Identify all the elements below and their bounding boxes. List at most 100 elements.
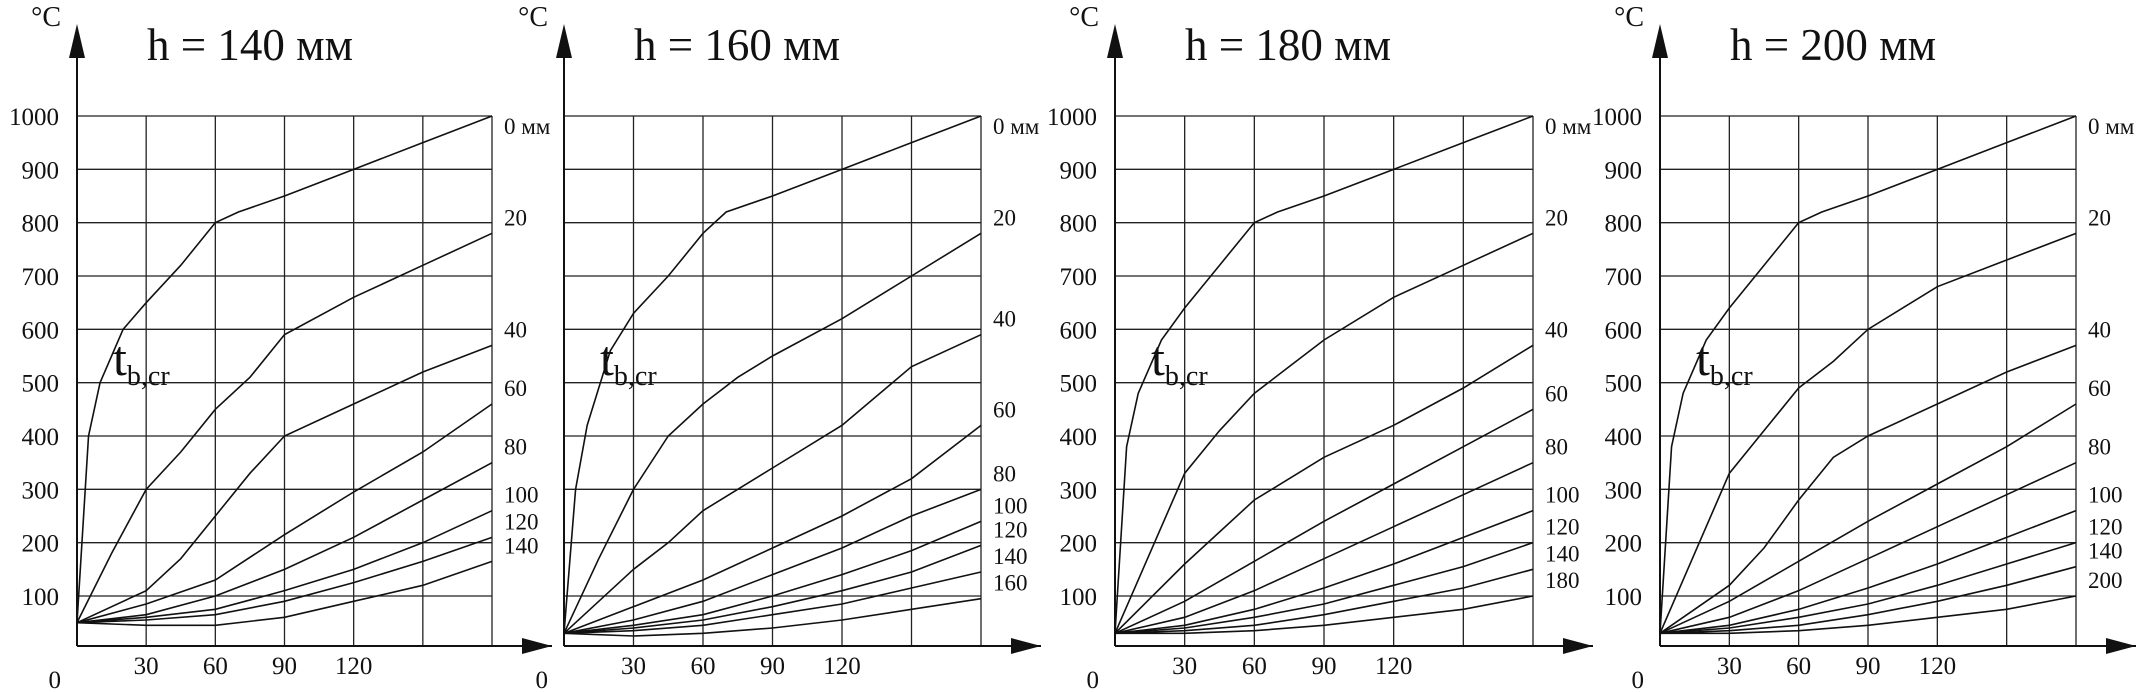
y-tick-label: 500 — [1605, 371, 1643, 398]
x-tick-label: 60 — [1242, 653, 1267, 680]
series-label: 0 мм — [504, 114, 551, 139]
series-label: 60 — [2088, 376, 2111, 401]
series-label: 140 — [993, 544, 1028, 569]
series-label: 140 — [2088, 539, 2123, 564]
series-label: 120 — [504, 509, 539, 534]
panel-title: h = 140 мм — [147, 20, 353, 70]
series-label: 100 — [1545, 483, 1580, 508]
y-unit-label: °C — [518, 2, 548, 33]
x-tick-label: 90 — [272, 653, 297, 680]
x-tick-label: 90 — [1312, 653, 1337, 680]
y-tick-label: 800 — [1060, 211, 1098, 238]
y-axis-arrow-icon — [1107, 24, 1123, 58]
y-tick-label: 1000 — [9, 104, 59, 131]
series-line-7 — [563, 544, 982, 635]
series-label: 0 мм — [993, 114, 1040, 139]
origin-label: 0 — [536, 667, 549, 692]
series-line-4 — [1114, 408, 1534, 635]
y-tick-label: 500 — [22, 371, 60, 398]
critical-temperature-label: tb,cr — [1696, 330, 1753, 392]
series-line-9 — [1660, 595, 2077, 635]
series-label: 20 — [993, 205, 1016, 230]
series-line-9 — [563, 597, 982, 637]
y-tick-label: 900 — [1605, 157, 1643, 184]
origin-label: 0 — [1632, 667, 1645, 692]
x-tick-label: 30 — [1172, 653, 1197, 680]
series-label: 40 — [504, 317, 527, 342]
series-line-8 — [76, 560, 493, 627]
series-line-8 — [1659, 565, 2077, 635]
chart-panel-3: °Ch = 180 мм1002003004005006007008009001… — [1047, 2, 1593, 692]
series-label: 100 — [504, 483, 539, 508]
series-label: 80 — [2088, 435, 2111, 460]
critical-temperature-label: tb,cr — [113, 330, 170, 392]
y-axis-arrow-icon — [556, 24, 572, 58]
origin-label: 0 — [49, 667, 62, 692]
series-label: 80 — [1545, 435, 1568, 460]
series-line-6 — [563, 520, 982, 635]
y-tick-label: 200 — [1060, 531, 1098, 558]
panel-title: h = 200 мм — [1730, 20, 1936, 70]
series-label: 160 — [993, 571, 1028, 596]
y-tick-label: 600 — [1060, 317, 1098, 344]
x-axis-arrow-icon — [522, 638, 552, 654]
series-line-5 — [1659, 461, 2077, 635]
y-tick-label: 100 — [1605, 584, 1643, 611]
y-tick-label: 700 — [22, 264, 60, 291]
series-label: 200 — [2088, 568, 2123, 593]
series-label: 120 — [993, 517, 1028, 542]
series-label: 40 — [993, 307, 1016, 332]
x-tick-label: 60 — [1786, 653, 1811, 680]
y-tick-label: 300 — [1605, 477, 1643, 504]
y-tick-label: 300 — [22, 477, 60, 504]
series-line-4 — [76, 403, 493, 624]
chart-panel-4: °Ch = 200 мм1002003004005006007008009001… — [1592, 2, 2136, 692]
chart-panel-2: °C h = 160 мм 30 60 90 120 0 tb,cr 0 мм 20 40 60 80 1… — [518, 2, 1041, 692]
x-tick-label: 30 — [621, 653, 646, 680]
series-line-5 — [1114, 461, 1534, 635]
series-line-2 — [1114, 232, 1534, 634]
series-label: 140 — [504, 533, 539, 558]
y-tick-label: 500 — [1060, 371, 1098, 398]
series-label: 120 — [2088, 515, 2123, 540]
y-tick-label: 700 — [1605, 264, 1643, 291]
y-tick-label: 1000 — [1592, 104, 1642, 131]
series-line-3 — [76, 344, 493, 624]
origin-label: 0 — [1087, 667, 1100, 692]
x-tick-label: 30 — [1717, 653, 1742, 680]
series-label: 140 — [1545, 541, 1580, 566]
x-tick-label: 120 — [1919, 653, 1957, 680]
series-label: 80 — [993, 461, 1016, 486]
series-line-9 — [1115, 595, 1534, 635]
critical-temperature-label: tb,cr — [1151, 330, 1208, 392]
series-label: 40 — [2088, 317, 2111, 342]
series-label: 120 — [1545, 515, 1580, 540]
y-tick-label: 400 — [22, 424, 60, 451]
x-tick-label: 60 — [691, 653, 716, 680]
series-line-8 — [563, 571, 982, 635]
y-unit-label: °C — [1614, 2, 1644, 33]
x-tick-label: 90 — [760, 653, 785, 680]
series-line-1 — [563, 115, 982, 634]
series-line-2 — [76, 232, 493, 624]
series-line-6 — [1659, 509, 2077, 635]
x-tick-label: 90 — [1856, 653, 1881, 680]
x-tick-label: 120 — [1375, 653, 1413, 680]
series-line-5 — [76, 461, 493, 624]
x-tick-label: 60 — [203, 653, 228, 680]
series-label: 100 — [993, 493, 1028, 518]
series-label: 20 — [1545, 205, 1568, 230]
y-tick-label: 300 — [1060, 477, 1098, 504]
y-tick-label: 600 — [1605, 317, 1643, 344]
series-line-7 — [76, 536, 493, 624]
y-unit-label: °C — [1069, 2, 1099, 33]
series-line-3 — [1114, 344, 1534, 634]
x-tick-label: 120 — [823, 653, 861, 680]
series-line-6 — [76, 509, 493, 624]
y-tick-label: 600 — [22, 317, 60, 344]
series-label: 60 — [504, 376, 527, 401]
x-axis-arrow-icon — [2106, 638, 2136, 654]
y-tick-label: 400 — [1060, 424, 1098, 451]
series-line-4 — [563, 424, 982, 635]
